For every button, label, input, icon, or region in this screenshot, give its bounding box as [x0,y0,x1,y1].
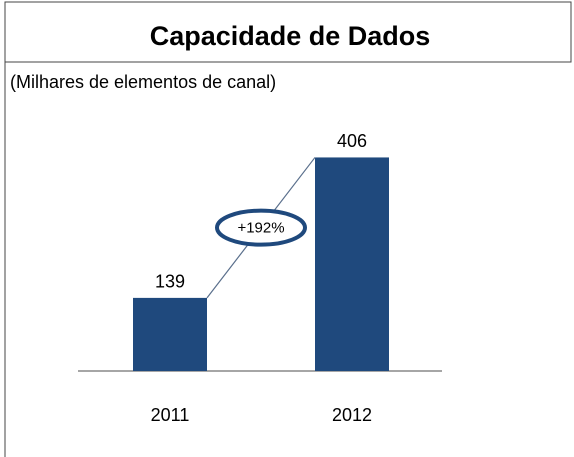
annotation-ring [215,208,307,247]
title-box [4,1,572,63]
data-label: 139 [155,272,185,292]
chart-subtitle: (Milhares de elementos de canal) [10,72,276,92]
bar [315,157,389,371]
annotation: +192% [237,220,284,237]
x-tick-label: 2012 [332,405,372,425]
chart-title: Capacidade de Dados [150,21,431,51]
bar [133,297,207,371]
data-label: 406 [337,131,367,151]
x-tick-label: 2011 [151,405,190,425]
